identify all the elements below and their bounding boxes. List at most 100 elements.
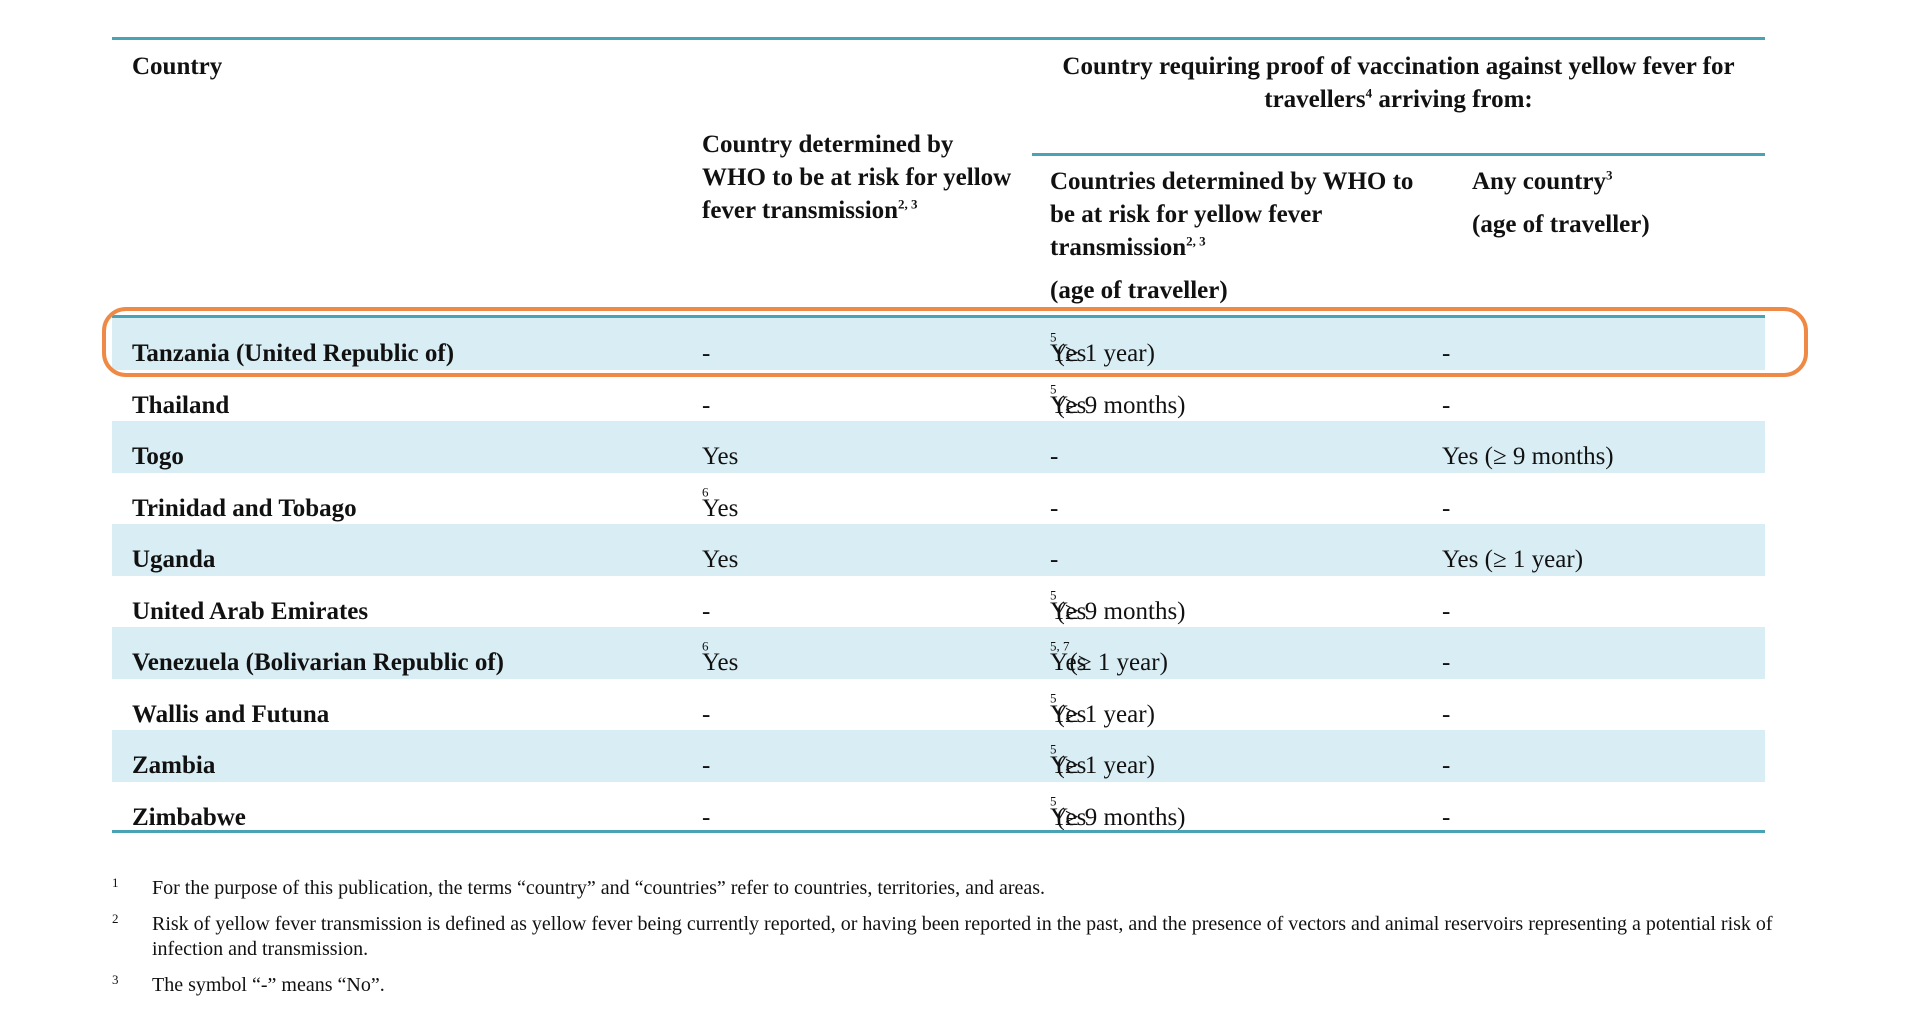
header-from-risk-age: (age of traveller) (1050, 277, 1228, 304)
footnote-text: Risk of yellow fever transmission is def… (152, 913, 1773, 960)
cell-risk-text: - (702, 752, 711, 779)
cell-from-risk-text: Yes (1050, 752, 1087, 779)
cell-from-risk: Yes 5 (≥ 1 year) (1050, 689, 1155, 727)
cell-risk-text: Yes (702, 494, 739, 522)
header-group-title-pre: Country requiring proof of vaccination a… (1062, 53, 1735, 113)
cell-risk-text: - (702, 340, 711, 367)
header-sub-rule (1032, 153, 1765, 156)
table-row: Togo Yes - Yes (≥ 9 months) (112, 421, 1765, 473)
cell-from-risk-sup: 5 (1050, 587, 1057, 603)
cell-from-risk-text: Yes (1050, 391, 1087, 419)
cell-from-risk-text: (≥ 9 months) (1056, 597, 1186, 625)
table-bottom-rule (112, 830, 1765, 833)
cell-country-text: Uganda (132, 546, 216, 573)
cell-risk-text: Yes (702, 443, 739, 470)
cell-from-risk: Yes 5, 7 (≥ 1 year) (1050, 637, 1168, 676)
cell-from-risk-text: Yes (1050, 803, 1087, 831)
cell-from-risk-text: (≥ 1 year) (1056, 340, 1155, 367)
cell-any-country-text: - (1442, 752, 1451, 779)
cell-from-risk-text: (≥ 1 year) (1069, 649, 1168, 676)
cell-any-country-text: Yes (≥ 1 year) (1442, 546, 1584, 573)
cell-from-risk: Yes 5 (≥ 1 year) (1050, 328, 1155, 367)
footnote-text: For the purpose of this publication, the… (152, 877, 1046, 899)
table-row: Zimbabwe - Yes 5 (≥ 9 months) - (112, 782, 1765, 834)
cell-from-risk-text: Yes (1050, 597, 1087, 625)
cell-from-risk-sup: 5 (1050, 793, 1057, 809)
cell-country-text: Wallis and Futuna (132, 700, 330, 728)
header-country: Country (132, 53, 223, 80)
cell-from-risk-text: Yes (1050, 649, 1087, 676)
cell-from-risk: Yes 5 (≥ 9 months) (1050, 586, 1186, 624)
cell-risk-text: - (702, 803, 711, 831)
cell-any-country-text: Yes (≥ 9 months) (1442, 443, 1614, 470)
cell-any-country-text: - (1442, 494, 1451, 522)
header-risk-text: Country determined by WHO to be at risk … (702, 131, 1012, 224)
header-any-country-sup: 3 (1606, 167, 1613, 183)
table-row: Venezuela (Bolivarian Republic of) Yes 6 Ye… (112, 627, 1765, 679)
header-risk-sup: 2, 3 (898, 196, 918, 212)
cell-from-risk-text: Yes (1050, 700, 1087, 728)
cell-risk-sup: 6 (702, 638, 709, 654)
table-row: Wallis and Futuna - Yes 5 (≥ 1 year) - (112, 679, 1765, 731)
highlight-annotation (102, 307, 1808, 377)
table-top-rule (112, 37, 1765, 40)
cell-risk: Yes 6 (702, 637, 738, 676)
table-row: Tanzania (United Republic of) - Yes 5 (≥ 1 … (112, 318, 1765, 370)
cell-from-risk-text: (≥ 1 year) (1056, 700, 1155, 728)
cell-risk-text: Yes (702, 649, 739, 676)
cell-any-country-text: - (1442, 391, 1451, 419)
cell-country-text: Tanzania (United Republic of) (132, 340, 455, 367)
cell-from-risk-text: (≥ 9 months) (1056, 803, 1186, 831)
table-row: Uganda Yes - Yes (≥ 1 year) (112, 524, 1765, 576)
cell-country-text: United Arab Emirates (132, 597, 369, 625)
header-any-country-age: (age of traveller) (1472, 211, 1650, 238)
cell-any-country-text: - (1442, 803, 1451, 831)
footnote: 2 Risk of yellow fever transmission is de… (112, 911, 1832, 962)
cell-country-text: Thailand (132, 391, 230, 419)
footnote: 1 For the purpose of this publication, th… (112, 875, 1832, 901)
footnote-number: 1 (112, 875, 119, 890)
cell-from-risk-sup: 5 (1050, 381, 1057, 397)
table-row: Zambia - Yes 5 (≥ 1 year) - (112, 730, 1765, 782)
cell-from-risk-text: (≥ 1 year) (1056, 752, 1155, 779)
footnotes: 1 For the purpose of this publication, th… (112, 875, 1832, 1009)
header-group-title-sup: 4 (1365, 85, 1373, 101)
table-row: Thailand - Yes 5 (≥ 9 months) - (112, 370, 1765, 422)
cell-risk-text: - (702, 700, 711, 728)
cell-any-country-text: - (1442, 649, 1451, 676)
table-row: United Arab Emirates - Yes 5 (≥ 9 months) - (112, 576, 1765, 628)
header-from-risk-sup: 2, 3 (1186, 233, 1206, 249)
cell-from-risk-sup: 5, 7 (1050, 638, 1070, 654)
cell-risk-text: Yes (702, 546, 739, 573)
cell-risk: Yes 6 (702, 483, 738, 521)
cell-from-risk-text: - (1050, 494, 1059, 522)
cell-from-risk: Yes 5 (≥ 1 year) (1050, 740, 1155, 779)
header-group-title-post: arriving from: (1372, 86, 1533, 113)
header-any-country-text: Any country (1472, 168, 1607, 195)
header-any-country: Any country3 (1472, 165, 1613, 198)
cell-country-text: Venezuela (Bolivarian Republic of) (132, 649, 504, 676)
footnote: 3 The symbol “-” means “No”. (112, 972, 1832, 998)
cell-from-risk-text: Yes (1050, 340, 1087, 367)
cell-from-risk-sup: 5 (1050, 329, 1057, 345)
table-row: Trinidad and Tobago Yes 6 - - (112, 473, 1765, 525)
cell-risk-text: - (702, 597, 711, 625)
cell-from-risk-text: (≥ 9 months) (1056, 391, 1186, 419)
cell-from-risk-text: - (1050, 546, 1059, 573)
header-group-title: Country requiring proof of vaccination a… (1032, 50, 1765, 116)
table-body: Tanzania (United Republic of) - Yes 5 (≥ 1 … (112, 318, 1765, 833)
cell-from-risk-text: - (1050, 443, 1059, 470)
cell-from-risk-sup: 5 (1050, 690, 1057, 706)
cell-from-risk-sup: 5 (1050, 741, 1057, 757)
footnote-text: The symbol “-” means “No”. (152, 974, 385, 996)
cell-country-text: Zimbabwe (132, 803, 246, 831)
cell-any-country-text: - (1442, 597, 1451, 625)
cell-risk-sup: 6 (702, 484, 709, 500)
cell-country-text: Togo (132, 443, 184, 470)
footnote-number: 3 (112, 972, 119, 987)
cell-any-country-text: - (1442, 340, 1451, 367)
cell-from-risk: Yes 5 (≥ 9 months) (1050, 380, 1186, 418)
cell-country-text: Trinidad and Tobago (132, 494, 357, 522)
cell-risk-text: - (702, 391, 711, 419)
header-risk-column: Country determined by WHO to be at risk … (702, 128, 1022, 227)
